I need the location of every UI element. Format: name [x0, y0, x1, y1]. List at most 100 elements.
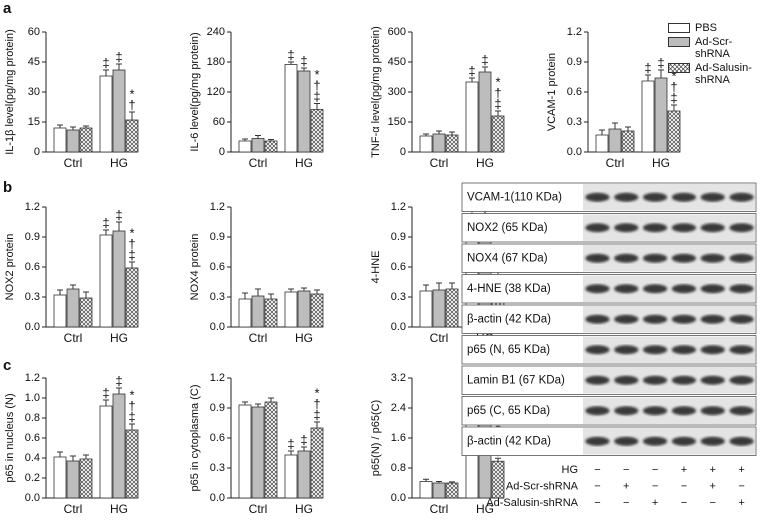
y-tick-label: 0.6 — [210, 261, 225, 273]
error-bar — [103, 399, 109, 406]
y-tick-label: 1.2 — [25, 201, 40, 213]
bar — [238, 404, 252, 499]
treatment-sign: + — [738, 497, 744, 509]
error-bar — [288, 61, 294, 65]
bar — [284, 64, 298, 153]
bar — [99, 75, 113, 153]
x-tick-label: Ctrl — [430, 156, 449, 170]
blot-band — [671, 436, 697, 446]
blot-band — [671, 406, 697, 416]
y-axis-title: TNF-α level(pg/mg protein) — [370, 26, 382, 158]
blot-band — [671, 284, 697, 294]
x-tick-label: HG — [110, 156, 128, 170]
error-bar — [449, 131, 455, 135]
significance-mark: ‡ — [102, 385, 109, 400]
y-tick-label: 1.2 — [391, 201, 406, 213]
error-bar — [83, 291, 89, 298]
significance-mark: † — [128, 97, 135, 112]
significance-mark: ‡ — [494, 96, 501, 111]
y-tick-label: 1.2 — [210, 372, 225, 384]
significance-mark: ‡ — [287, 47, 294, 62]
bar — [99, 234, 113, 328]
error-bar — [255, 403, 261, 407]
blot-band — [585, 406, 610, 416]
blot-band — [700, 375, 725, 385]
y-axis-title: NOX4 protein — [189, 234, 201, 301]
significance-mark: ‡ — [468, 204, 475, 219]
blot-band — [614, 223, 639, 233]
y-tick-label: 15 — [28, 116, 40, 128]
y-tick-label: 0 — [219, 146, 225, 158]
bar — [297, 70, 311, 153]
significance-mark: ‡ — [128, 409, 135, 424]
error-bar — [436, 481, 442, 483]
bar — [667, 110, 681, 153]
panel-label: c — [3, 357, 11, 374]
bar — [99, 405, 113, 499]
bar — [112, 393, 126, 499]
x-tick-label: HG — [110, 331, 128, 345]
blot-band — [642, 436, 668, 446]
y-tick-label: 120 — [207, 86, 225, 98]
legend: PBS Ad-Scr-shRNA Ad-Salusin-shRNA — [668, 22, 760, 88]
y-axis-title: p65 in nucleus (N) — [4, 393, 16, 482]
error-bar — [423, 284, 429, 291]
blot-band — [729, 192, 754, 202]
legend-swatch — [668, 37, 690, 47]
blot-band — [585, 253, 610, 263]
error-bar — [242, 401, 248, 405]
error-bar — [268, 139, 274, 141]
bar — [445, 288, 459, 328]
blot-band — [729, 345, 754, 355]
significance-mark: ‡ — [300, 432, 307, 447]
y-tick-label: 0.6 — [25, 261, 40, 273]
bar — [79, 297, 93, 328]
significance-mark: ‡ — [115, 49, 122, 64]
bar — [238, 140, 252, 153]
significance-mark: * — [129, 225, 134, 240]
y-tick-label: 0 — [400, 146, 406, 158]
x-tick-label: HG — [295, 156, 313, 170]
significance-mark: † — [313, 396, 320, 411]
treatment-sign: − — [623, 497, 629, 509]
blot-band — [671, 375, 697, 385]
error-bar — [129, 111, 135, 120]
significance-mark: ‡ — [102, 55, 109, 70]
bar — [284, 454, 298, 499]
blot-band — [614, 284, 639, 294]
blot-band — [614, 406, 639, 416]
significance-mark: † — [313, 78, 320, 93]
blot-label: p65 (C, 65 KDa) — [467, 405, 550, 417]
y-tick-label: 0.0 — [25, 492, 40, 504]
bar — [608, 128, 622, 153]
error-bar — [645, 74, 651, 81]
error-bar — [116, 387, 122, 394]
error-bar — [449, 282, 455, 289]
bar — [310, 109, 324, 153]
bar — [53, 456, 67, 499]
blot-band — [700, 345, 725, 355]
error-bar — [449, 481, 455, 483]
blot-band — [642, 345, 668, 355]
bar — [297, 290, 311, 328]
treatment-label: Ad-Salusin-shRNA — [486, 497, 578, 509]
y-tick-label: 0 — [34, 146, 40, 158]
blot-band — [614, 375, 639, 385]
x-tick-label: Ctrl — [64, 156, 83, 170]
x-tick-label: HG — [476, 502, 494, 516]
blot-band — [671, 314, 697, 324]
error-bar — [423, 133, 429, 136]
error-bar — [288, 288, 294, 292]
bar — [125, 429, 139, 499]
blot-image — [583, 336, 755, 363]
legend-item: PBS — [668, 22, 760, 34]
error-bar — [268, 293, 274, 299]
bar — [310, 427, 324, 499]
treatment-sign: + — [710, 464, 716, 476]
x-tick-label: Ctrl — [249, 331, 268, 345]
error-bar — [301, 446, 307, 451]
significance-mark: ‡ — [287, 436, 294, 451]
blot-band — [700, 284, 725, 294]
